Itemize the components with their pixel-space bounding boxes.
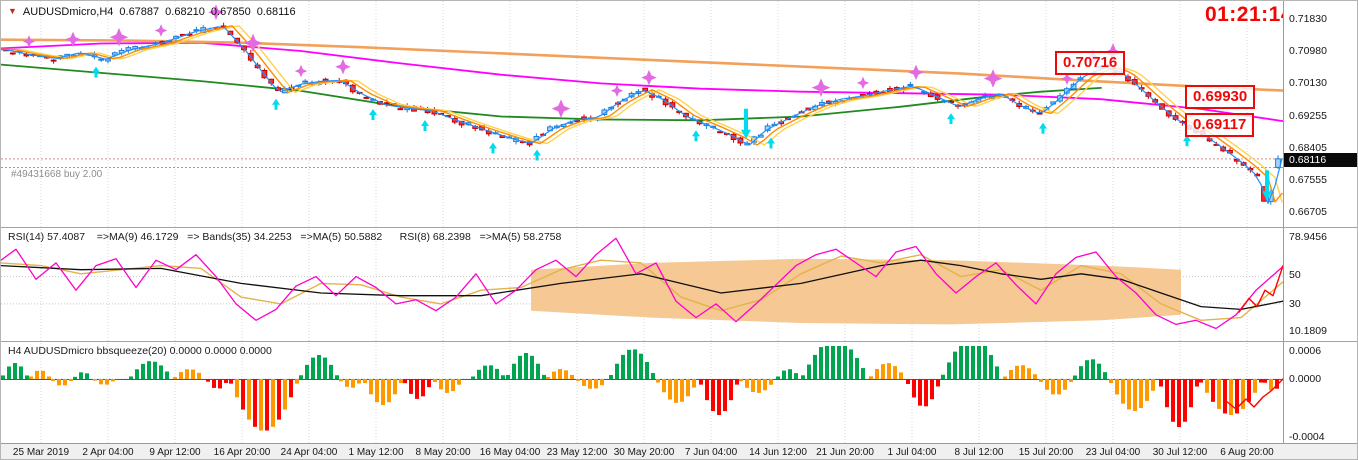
rsi-axis-label: 78.9456 xyxy=(1289,231,1327,243)
rsi-indicator-header: RSI(14) 57.4087 =>MA(9) 46.1729 => Bands… xyxy=(8,231,562,243)
fractal-sell-star-icon xyxy=(811,78,831,97)
fractal-sell-star-icon xyxy=(856,76,870,90)
fractal-sell-star-icon xyxy=(22,35,36,48)
price-level-flag[interactable]: 0.69930 xyxy=(1185,85,1256,109)
time-axis-label: 2 Apr 04:00 xyxy=(82,447,134,458)
panel-separator-squeeze[interactable] xyxy=(1,341,1357,342)
fractal-buy-arrow-icon xyxy=(1183,135,1191,147)
trade-position-label[interactable]: #49431668 buy 2.00 xyxy=(11,169,103,180)
price-axis-label: 0.68405 xyxy=(1289,142,1327,154)
time-axis-label: 16 Apr 20:00 xyxy=(213,447,271,458)
fractal-sell-star-icon xyxy=(1060,72,1074,85)
panel-separator-rsi[interactable] xyxy=(1,227,1357,228)
price-axis-label: 0.69255 xyxy=(1289,110,1327,122)
time-axis-label: 16 May 04:00 xyxy=(479,447,541,458)
time-axis-label: 8 May 20:00 xyxy=(415,447,471,458)
time-axis-label: 30 May 20:00 xyxy=(613,447,675,458)
fractal-buy-arrow-icon xyxy=(92,66,100,78)
squeeze-axis-label: 0.0000 xyxy=(1289,373,1322,385)
time-axis-label: 1 May 12:00 xyxy=(348,447,404,458)
fractal-buy-arrow-icon xyxy=(692,130,700,142)
symbol-ohlc-header: ▼ AUDUSDmicro,H4 0.67887 0.68210 0.67850 0.68… xyxy=(8,6,302,18)
time-axis-label: 6 Aug 20:00 xyxy=(1220,447,1274,458)
rsi-axis-label: 50 xyxy=(1289,269,1301,281)
rsi-axis-label: 30 xyxy=(1289,298,1301,310)
price-level-flag[interactable]: 0.69117 xyxy=(1185,113,1255,137)
symbol-marker-icon: ▼ xyxy=(8,6,17,16)
fractal-buy-arrow-icon xyxy=(489,142,497,154)
time-axis-label: 24 Apr 04:00 xyxy=(280,447,338,458)
candlestick-series xyxy=(3,22,1281,205)
fractal-buy-arrow-icon xyxy=(533,149,541,161)
fractal-buy-arrow-icon xyxy=(369,108,377,120)
fractal-sell-star-icon xyxy=(641,69,657,86)
chart-canvas[interactable] xyxy=(1,1,1283,443)
current-price-tag: 0.68116 xyxy=(1284,153,1357,167)
time-axis-label: 8 Jul 12:00 xyxy=(954,447,1004,458)
price-axis-label: 0.70130 xyxy=(1289,77,1327,89)
time-axis-label: 25 Mar 2019 xyxy=(12,447,70,458)
time-axis-label: 23 Jul 04:00 xyxy=(1085,447,1141,458)
squeeze-axis-label: -0.0004 xyxy=(1289,431,1325,443)
price-axis-label: 0.66705 xyxy=(1289,206,1327,218)
fractal-sell-star-icon xyxy=(294,64,308,78)
time-axis-label: 30 Jul 12:00 xyxy=(1152,447,1208,458)
fractal-buy-arrow-icon xyxy=(947,113,955,125)
squeeze-indicator-header: H4 AUDUSDmicro bbsqueeze(20) 0.0000 0.00… xyxy=(8,345,272,357)
price-axis-label: 0.71830 xyxy=(1289,13,1327,25)
fractal-sell-star-icon xyxy=(65,31,81,48)
time-axis-label: 21 Jun 20:00 xyxy=(816,447,874,458)
fractal-sell-star-icon xyxy=(109,27,129,47)
time-axis-label: 9 Apr 12:00 xyxy=(149,447,201,458)
fractal-sell-star-icon xyxy=(335,58,351,75)
squeeze-axis-label: 0.0006 xyxy=(1289,345,1322,357)
ohlc-open: 0.67887 xyxy=(119,6,160,18)
ohlc-low: 0.67850 xyxy=(210,6,251,18)
price-axis[interactable]: 0.68116 0.71830 0.70980 0.70130 0.69255 0.68… xyxy=(1283,1,1357,443)
fractal-sell-star-icon xyxy=(908,64,924,81)
squeeze-histogram xyxy=(1,346,1283,431)
time-axis-label: 15 Jul 20:00 xyxy=(1018,447,1074,458)
time-axis-label: 23 May 12:00 xyxy=(546,447,608,458)
ohlc-high: 0.68210 xyxy=(165,6,205,18)
price-level-flag[interactable]: 0.70716 xyxy=(1055,51,1126,75)
price-lines xyxy=(1,158,1283,168)
time-axis-label: 7 Jun 04:00 xyxy=(684,447,738,458)
fractal-sell-star-icon xyxy=(610,84,624,97)
big-signal-arrow-icon xyxy=(741,108,751,139)
fractal-sell-star-icon xyxy=(551,99,571,118)
fractal-markers xyxy=(22,4,1272,201)
price-axis-label: 0.70980 xyxy=(1289,45,1327,57)
symbol-name: AUDUSDmicro,H4 xyxy=(22,6,114,18)
fractal-sell-star-icon xyxy=(154,24,168,37)
candle-countdown-timer: 01:21:14 xyxy=(1204,3,1293,26)
rsi-series xyxy=(1,237,1283,330)
fractal-buy-arrow-icon xyxy=(1039,122,1047,134)
fractal-buy-arrow-icon xyxy=(272,98,280,110)
fractal-buy-arrow-icon xyxy=(421,119,429,131)
big-signal-arrow-icon xyxy=(1262,170,1272,201)
fractal-sell-star-icon xyxy=(983,69,1003,88)
fractal-sell-star-icon xyxy=(208,4,224,20)
time-axis[interactable]: 25 Mar 2019 2 Apr 04:00 9 Apr 12:00 16 Apr … xyxy=(1,443,1357,459)
fast-ma-lines xyxy=(1,25,1283,204)
fractal-buy-arrow-icon xyxy=(767,137,775,149)
time-axis-label: 1 Jul 04:00 xyxy=(887,447,937,458)
ohlc-close: 0.68116 xyxy=(256,6,296,18)
price-axis-label: 0.67555 xyxy=(1289,174,1327,186)
fractal-sell-star-icon xyxy=(243,33,263,53)
time-axis-label: 14 Jun 12:00 xyxy=(749,447,807,458)
rsi-axis-label: 10.1809 xyxy=(1289,325,1327,337)
